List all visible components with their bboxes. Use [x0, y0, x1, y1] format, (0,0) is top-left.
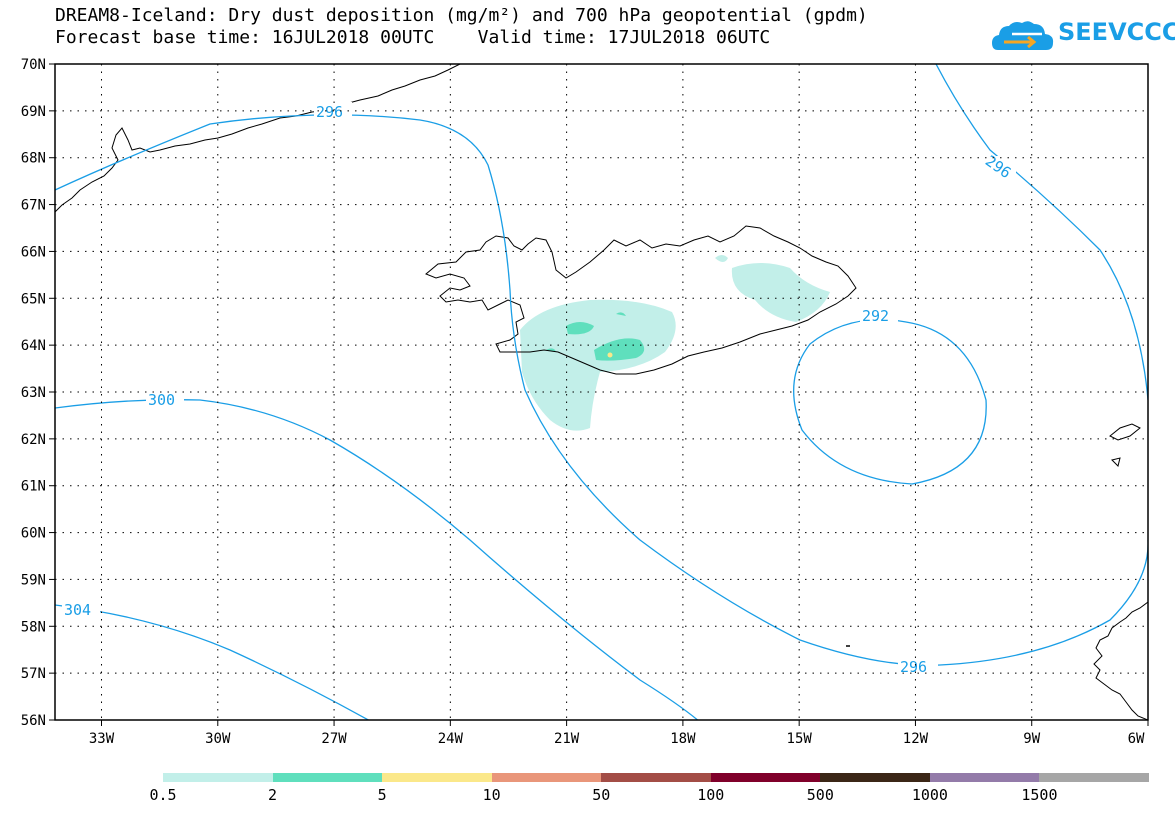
legend-swatch	[1039, 773, 1150, 782]
map-title: DREAM8-Iceland: Dry dust deposition (mg/…	[55, 5, 868, 26]
legend-swatch	[710, 773, 821, 782]
dust-area-north	[715, 255, 728, 262]
lon-label: 9W	[1023, 731, 1040, 747]
lon-label: 6W	[1128, 731, 1145, 747]
lon-label: 18W	[670, 731, 696, 747]
contour-label: 292	[862, 307, 889, 325]
contour-label: 296	[900, 658, 927, 676]
lat-label: 67N	[21, 198, 46, 214]
legend-swatch	[929, 773, 1040, 782]
legend-label: 5	[377, 786, 387, 804]
legend-label: 1000	[911, 786, 948, 804]
iceland-coastline	[425, 225, 857, 375]
lon-label: 24W	[438, 731, 464, 747]
legend-label: 500	[806, 786, 834, 804]
lat-label: 61N	[21, 479, 46, 495]
lon-label: 15W	[787, 731, 813, 747]
axis-ticks: 33W 30W 27W 24W 21W 18W 15W 12W 9W 6W 70N 69N 68N 67N…	[21, 57, 1149, 747]
legend-swatch	[491, 773, 602, 782]
contour-292	[793, 319, 987, 485]
lon-label: 27W	[321, 731, 347, 747]
lat-label: 70N	[21, 57, 46, 73]
greenland-coastline	[55, 64, 461, 213]
contour-304	[55, 604, 370, 720]
dust-area-2a	[566, 322, 594, 335]
logo-text: SEEVCCC	[1058, 18, 1175, 46]
contour-label: 300	[148, 391, 175, 409]
legend-swatch	[163, 773, 274, 782]
legend-swatch	[382, 773, 493, 782]
lat-label: 59N	[21, 572, 46, 588]
scotland-coastline	[1093, 601, 1148, 720]
legend-label: 10	[482, 786, 501, 804]
legend-label: 0.5	[149, 786, 177, 804]
dust-area-2c	[616, 312, 626, 316]
lat-label: 56N	[21, 713, 46, 729]
contour-300	[55, 399, 699, 720]
lon-label: 21W	[554, 731, 580, 747]
lat-label: 68N	[21, 151, 46, 167]
legend-label: 50	[592, 786, 611, 804]
legend-label: 1500	[1021, 786, 1058, 804]
dust-area-east	[731, 263, 830, 322]
lat-label: 63N	[21, 385, 46, 401]
dust-area-5	[607, 352, 613, 358]
contour-label: 296	[316, 103, 343, 121]
contour-label: 304	[64, 601, 91, 619]
lat-label: 64N	[21, 338, 46, 354]
lat-label: 57N	[21, 666, 46, 682]
lat-label: 65N	[21, 291, 46, 307]
lon-label: 33W	[89, 731, 115, 747]
lat-label: 62N	[21, 432, 46, 448]
legend-label: 2	[268, 786, 278, 804]
lat-label: 69N	[21, 104, 46, 120]
legend-swatch	[272, 773, 383, 782]
dust-area-main	[520, 299, 676, 431]
map-subtitle: Forecast base time: 16JUL2018 00UTC Vali…	[55, 27, 771, 48]
cloud-icon	[992, 21, 1054, 50]
lon-label: 12W	[903, 731, 929, 747]
contour-296-east	[935, 64, 1148, 401]
legend-swatch	[601, 773, 712, 782]
legend-swatch	[820, 773, 931, 782]
legend-label: 100	[697, 786, 725, 804]
lat-label: 66N	[21, 244, 46, 260]
lon-label: 30W	[205, 731, 231, 747]
lat-label: 60N	[21, 526, 46, 542]
faroe-islands	[1109, 423, 1141, 467]
dust-area-2b	[594, 338, 645, 361]
lat-label: 58N	[21, 619, 46, 635]
contour-296-north	[55, 114, 1148, 666]
